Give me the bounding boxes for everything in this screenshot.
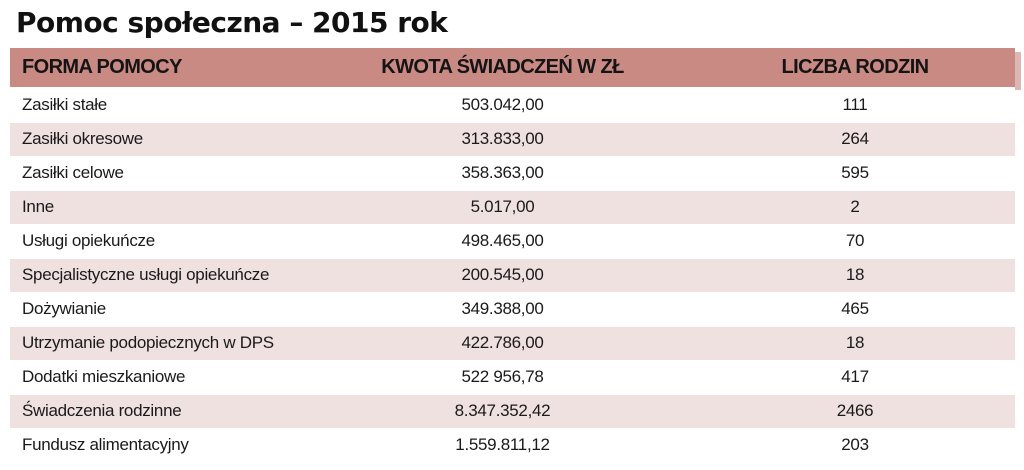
cell-rodziny: 111 [695, 87, 1015, 122]
social-assistance-table-container: FORMA POMOCY KWOTA ŚWIADCZEŃ W ZŁ LICZBA… [10, 48, 1021, 462]
cell-forma: Specjalistyczne usługi opiekuńcze [10, 257, 310, 292]
cell-rodziny: 465 [695, 291, 1015, 326]
cell-rodziny: 70 [695, 223, 1015, 258]
cell-kwota: 349.388,00 [310, 291, 695, 326]
table-row: Zasiłki okresowe 313.833,00 264 [10, 121, 1015, 156]
cell-forma: Fundusz alimentacyjny [10, 427, 310, 462]
cell-rodziny: 264 [695, 121, 1015, 156]
page-title: Pomoc społeczna – 2015 rok [16, 6, 448, 39]
cell-forma: Dożywianie [10, 291, 310, 326]
cell-forma: Usługi opiekuńcze [10, 223, 310, 258]
cell-rodziny: 2 [695, 189, 1015, 224]
column-header-kwota-swiadczen: KWOTA ŚWIADCZEŃ W ZŁ [310, 48, 695, 89]
cell-forma: Zasiłki okresowe [10, 121, 310, 156]
cell-rodziny: 203 [695, 427, 1015, 462]
table-row: Specjalistyczne usługi opiekuńcze 200.54… [10, 257, 1015, 292]
table-row: Inne 5.017,00 2 [10, 189, 1015, 224]
table-header: FORMA POMOCY KWOTA ŚWIADCZEŃ W ZŁ LICZBA… [10, 48, 1015, 89]
column-header-forma-pomocy: FORMA POMOCY [10, 48, 310, 89]
cell-kwota: 522 956,78 [310, 359, 695, 394]
table-row: Utrzymanie podopiecznych w DPS 422.786,0… [10, 325, 1015, 360]
table-row: Fundusz alimentacyjny 1.559.811,12 203 [10, 427, 1015, 462]
cell-rodziny: 2466 [695, 393, 1015, 428]
table-body: Zasiłki stałe 503.042,00 111 Zasiłki okr… [10, 87, 1015, 462]
cell-kwota: 358.363,00 [310, 155, 695, 190]
cell-kwota: 503.042,00 [310, 87, 695, 122]
table-row: Usługi opiekuńcze 498.465,00 70 [10, 223, 1015, 258]
table-row: Zasiłki celowe 358.363,00 595 [10, 155, 1015, 190]
cell-forma: Zasiłki celowe [10, 155, 310, 190]
header-shadow-decoration [1015, 52, 1021, 90]
cell-kwota: 200.545,00 [310, 257, 695, 292]
cell-rodziny: 18 [695, 257, 1015, 292]
cell-forma: Świadczenia rodzinne [10, 393, 310, 428]
cell-forma: Dodatki mieszkaniowe [10, 359, 310, 394]
cell-kwota: 5.017,00 [310, 189, 695, 224]
cell-rodziny: 18 [695, 325, 1015, 360]
cell-forma: Utrzymanie podopiecznych w DPS [10, 325, 310, 360]
column-header-liczba-rodzin: LICZBA RODZIN [695, 48, 1015, 89]
cell-kwota: 422.786,00 [310, 325, 695, 360]
table-row: Zasiłki stałe 503.042,00 111 [10, 87, 1015, 122]
cell-kwota: 8.347.352,42 [310, 393, 695, 428]
table-row: Dożywianie 349.388,00 465 [10, 291, 1015, 326]
table-row: Dodatki mieszkaniowe 522 956,78 417 [10, 359, 1015, 394]
cell-forma: Inne [10, 189, 310, 224]
cell-rodziny: 417 [695, 359, 1015, 394]
cell-kwota: 313.833,00 [310, 121, 695, 156]
cell-kwota: 498.465,00 [310, 223, 695, 258]
social-assistance-table: FORMA POMOCY KWOTA ŚWIADCZEŃ W ZŁ LICZBA… [10, 48, 1015, 462]
cell-kwota: 1.559.811,12 [310, 427, 695, 462]
cell-rodziny: 595 [695, 155, 1015, 190]
cell-forma: Zasiłki stałe [10, 87, 310, 122]
table-row: Świadczenia rodzinne 8.347.352,42 2466 [10, 393, 1015, 428]
table-header-row: FORMA POMOCY KWOTA ŚWIADCZEŃ W ZŁ LICZBA… [10, 48, 1015, 89]
